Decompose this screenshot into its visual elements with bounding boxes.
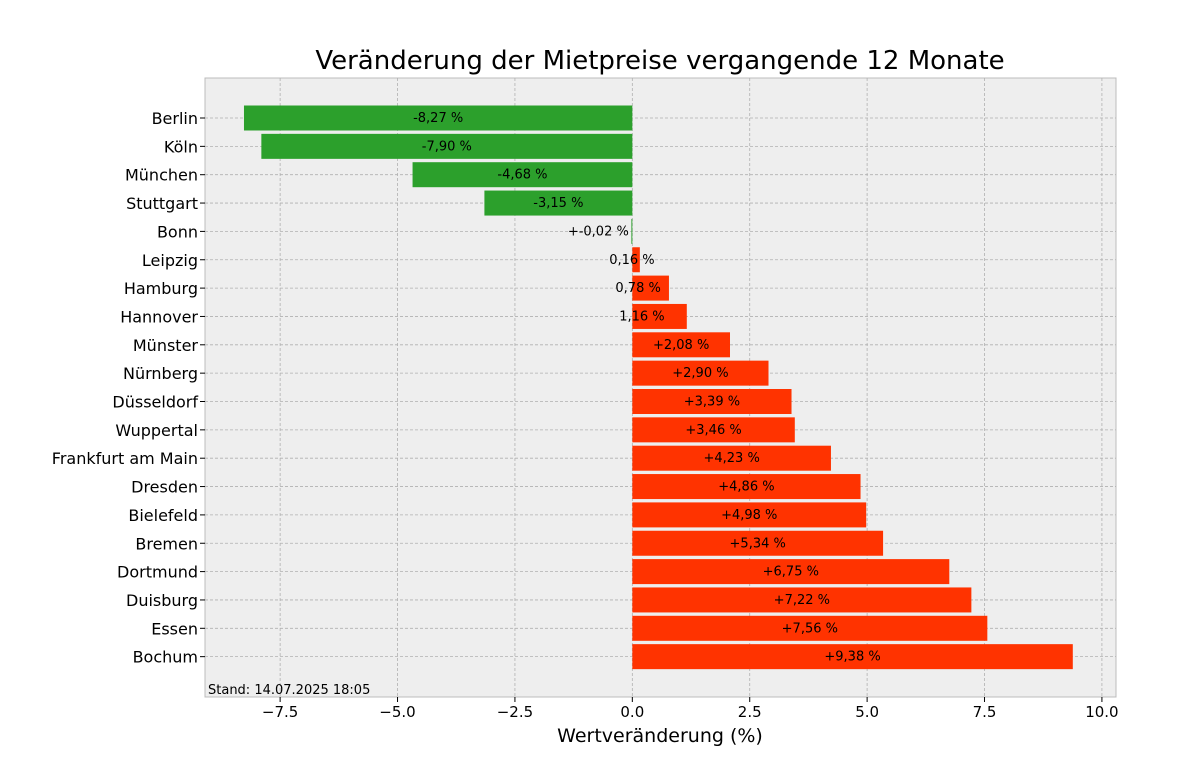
bar-value-label: +6,75 % <box>763 565 819 580</box>
category-label: Duisburg <box>126 591 198 610</box>
bar-value-label: -4,68 % <box>497 168 547 183</box>
category-label: Frankfurt am Main <box>52 449 198 468</box>
bar-value-label: +9,38 % <box>824 650 880 665</box>
bar <box>632 275 669 301</box>
bar-value-label: +4,98 % <box>721 508 777 523</box>
x-tick-label: 7.5 <box>973 703 997 721</box>
category-label: Hannover <box>120 307 198 326</box>
category-label: Wuppertal <box>115 421 198 440</box>
bar <box>632 332 730 358</box>
bar <box>632 474 861 500</box>
chart-title: Veränderung der Mietpreise vergangende 1… <box>315 46 1004 76</box>
category-label: Düsseldorf <box>112 393 198 412</box>
bar <box>632 445 831 471</box>
x-tick-label: 5.0 <box>855 703 879 721</box>
bar-value-label: +7,22 % <box>774 593 830 608</box>
bar <box>412 162 633 188</box>
bar <box>632 360 769 386</box>
bar <box>632 502 867 528</box>
bar-value-label: -8,27 % <box>413 111 463 126</box>
bar <box>632 530 884 556</box>
bar-value-label: -3,15 % <box>533 196 583 211</box>
bar-value-label: +7,56 % <box>782 621 838 636</box>
category-label: Dresden <box>131 478 198 497</box>
bar <box>484 190 633 216</box>
category-label: Nürnberg <box>123 364 198 383</box>
bar <box>632 587 972 613</box>
bar <box>243 105 633 131</box>
category-label: Essen <box>151 619 198 638</box>
bar-value-label: 1,16 % <box>619 309 664 324</box>
bar <box>632 247 640 273</box>
bar <box>632 303 687 329</box>
category-label: Hamburg <box>124 279 198 298</box>
x-axis-label: Wertveränderung (%) <box>557 725 763 747</box>
x-tick-label: 0.0 <box>620 703 644 721</box>
x-tick-label: 2.5 <box>738 703 762 721</box>
value-labels: -8,27 % -7,90 % -4,68 % -3,15 % +-0,02 % 0,16… <box>413 111 881 665</box>
x-tick-label: −7.5 <box>262 703 298 721</box>
category-label: München <box>125 166 198 185</box>
category-label: Leipzig <box>142 251 198 270</box>
bar <box>632 389 792 414</box>
category-label: Dortmund <box>117 563 198 582</box>
x-tick-label: −2.5 <box>497 703 533 721</box>
category-label: Bremen <box>135 534 198 553</box>
category-label: Stuttgart <box>126 194 198 213</box>
bar-value-label: +4,86 % <box>718 480 774 495</box>
bar <box>261 133 633 159</box>
bars <box>243 105 1073 670</box>
bar-value-label: +4,23 % <box>703 451 759 466</box>
bar <box>632 644 1073 670</box>
bar-value-label: 0,78 % <box>615 281 660 296</box>
x-tick-label: 10.0 <box>1085 703 1118 721</box>
category-label: Berlin <box>152 109 198 128</box>
y-axis-categories: Berlin Köln München Stuttgart Bonn Leipzig Ham… <box>52 109 205 667</box>
bar-value-label: +5,34 % <box>730 536 786 551</box>
x-tick-label: −5.0 <box>379 703 415 721</box>
bar-value-label: +2,90 % <box>672 366 728 381</box>
bar-value-label: -7,90 % <box>422 139 472 154</box>
bar-value-label: +3,39 % <box>684 395 740 410</box>
category-label: Bochum <box>133 648 198 667</box>
bar <box>631 218 633 244</box>
bar-value-label: +2,08 % <box>653 338 709 353</box>
bar-value-label: 0,16 % <box>609 253 654 268</box>
bar <box>632 559 950 585</box>
x-axis-ticks: −7.5 −5.0 −2.5 0.0 2.5 5.0 7.5 10.0 <box>262 697 1119 721</box>
bar <box>632 615 988 641</box>
footnote: Stand: 14.07.2025 18:05 <box>208 683 370 698</box>
bar-value-label: +3,46 % <box>685 423 741 438</box>
category-label: Bielefeld <box>128 506 198 525</box>
bar-value-label: +-0,02 % <box>568 224 629 239</box>
category-label: Bonn <box>157 222 198 241</box>
category-label: Köln <box>164 137 198 156</box>
category-label: Münster <box>133 336 199 355</box>
bar <box>632 417 795 443</box>
